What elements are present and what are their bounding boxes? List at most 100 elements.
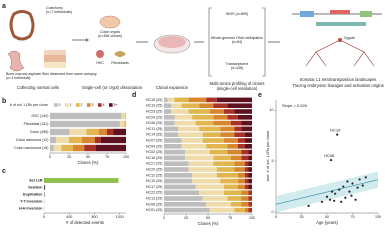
bar-segment bbox=[230, 201, 242, 207]
bar-segment bbox=[241, 149, 249, 155]
bar-segment bbox=[244, 143, 252, 149]
bar-segment bbox=[234, 109, 252, 114]
legend-label: 4 bbox=[103, 103, 105, 107]
page: a Colectomy (n=7 individuals) Bone marro… bbox=[2, 2, 384, 227]
point bbox=[342, 185, 345, 188]
bar-segment bbox=[237, 178, 245, 184]
bar-segment bbox=[164, 184, 196, 190]
bar-segment bbox=[248, 190, 252, 196]
legend-swatch bbox=[65, 103, 69, 107]
bar-segment bbox=[234, 207, 245, 213]
x-tick-label: 0 bbox=[275, 215, 277, 219]
bar-segment bbox=[94, 136, 101, 144]
bar-segment bbox=[244, 207, 249, 213]
y-tick-label: HSC (140) bbox=[32, 114, 49, 118]
bar-segment bbox=[206, 201, 231, 207]
y-tick-label: HC22 (25) bbox=[146, 191, 163, 195]
x-axis-title: # of detected events bbox=[66, 220, 104, 225]
bar-segment bbox=[195, 120, 214, 126]
legend-label: 0 bbox=[59, 103, 61, 107]
bar-segment bbox=[188, 109, 210, 114]
bone-icon bbox=[7, 50, 25, 72]
y-tick-label: HC06 (25) bbox=[146, 121, 163, 125]
gene bbox=[300, 11, 314, 17]
lineage-tree bbox=[305, 39, 375, 67]
x-axis-title: Clones (%) bbox=[78, 160, 99, 165]
bar-segment bbox=[181, 143, 207, 149]
legend-swatch bbox=[98, 103, 102, 107]
bar-segment bbox=[223, 138, 238, 143]
bar-segment bbox=[237, 138, 245, 143]
label: Fibroblasts bbox=[111, 61, 129, 65]
y-tick-label: HC19 (25) bbox=[146, 104, 163, 108]
bar-segment bbox=[121, 112, 126, 120]
bar-segment bbox=[192, 178, 221, 184]
bar-segment bbox=[125, 112, 126, 120]
bar-segment bbox=[234, 132, 245, 138]
bar-segment bbox=[195, 184, 224, 190]
x-axis-title: Clones (%) bbox=[198, 221, 219, 226]
bar-segment bbox=[188, 167, 217, 172]
point bbox=[331, 190, 334, 193]
point bbox=[338, 188, 341, 191]
bar-segment bbox=[98, 128, 107, 136]
figure: a Colectomy (n=7 individuals) Bone marro… bbox=[2, 3, 384, 226]
bar-segment bbox=[56, 136, 69, 144]
bar-segment bbox=[202, 138, 224, 143]
legend-swatch bbox=[87, 103, 91, 107]
point bbox=[346, 180, 349, 183]
point bbox=[354, 198, 357, 201]
skin-layer bbox=[44, 55, 66, 62]
x-tick-label: 0 bbox=[163, 216, 165, 220]
y-tick-label: HC17 (25) bbox=[146, 185, 163, 189]
bar-segment bbox=[167, 97, 175, 103]
bar-segment bbox=[241, 190, 249, 196]
x-tick-label: 100 bbox=[123, 155, 129, 159]
point bbox=[340, 200, 343, 203]
y-tick-label: H-H inversion bbox=[19, 206, 42, 210]
bar-segment bbox=[209, 109, 224, 114]
panel-label: a bbox=[2, 3, 6, 10]
point bbox=[344, 196, 347, 199]
crypt-icon bbox=[99, 15, 121, 29]
label: Colectomy bbox=[46, 6, 63, 10]
y-tick-label: 0 bbox=[272, 210, 274, 214]
bar-segment bbox=[223, 190, 242, 196]
bar-segment bbox=[248, 207, 252, 213]
bar-segment bbox=[50, 144, 54, 152]
y-tick-label: Deletion bbox=[28, 185, 42, 189]
y-tick-label: Duplication bbox=[23, 192, 43, 196]
bar bbox=[44, 192, 45, 197]
label: Colon crypts bbox=[100, 30, 120, 34]
bar-segment bbox=[164, 138, 182, 143]
bar-segment bbox=[171, 103, 182, 109]
label: Whole-genome DNA methylation bbox=[211, 36, 263, 40]
legend-swatch bbox=[109, 103, 113, 107]
x-axis-title: Age (years) bbox=[316, 220, 338, 225]
legend-title: # of sol. L1Rs per clone bbox=[10, 103, 48, 107]
point bbox=[356, 186, 359, 189]
bar-segment bbox=[237, 114, 252, 120]
bar-segment bbox=[199, 126, 221, 132]
fit-line bbox=[275, 179, 379, 205]
bar-segment bbox=[244, 132, 252, 138]
bar-segment bbox=[244, 167, 249, 172]
legend-label: 1 bbox=[70, 103, 72, 107]
bar-segment bbox=[50, 128, 70, 136]
bar-segment bbox=[230, 120, 242, 126]
bar-segment bbox=[164, 155, 186, 161]
y-tick-label: HC16 (25) bbox=[146, 156, 163, 160]
x-tick-label: 75 bbox=[351, 215, 355, 219]
y-tick-label: T-T inversion bbox=[20, 199, 42, 203]
y-tick-label: HC04 (25) bbox=[146, 144, 163, 148]
bar-segment bbox=[237, 172, 245, 178]
bar-segment bbox=[100, 136, 126, 144]
point bbox=[348, 190, 351, 193]
x-tick-label: 75 bbox=[228, 216, 232, 220]
y-tick-label: HC23 (25) bbox=[146, 109, 163, 113]
bar-segment bbox=[202, 132, 221, 138]
arrow-head bbox=[86, 38, 89, 42]
bar-segment bbox=[164, 167, 189, 172]
bar-segment bbox=[220, 178, 238, 184]
y-axis-title: Ave. # of sol. L1Rs per clone bbox=[265, 130, 270, 182]
